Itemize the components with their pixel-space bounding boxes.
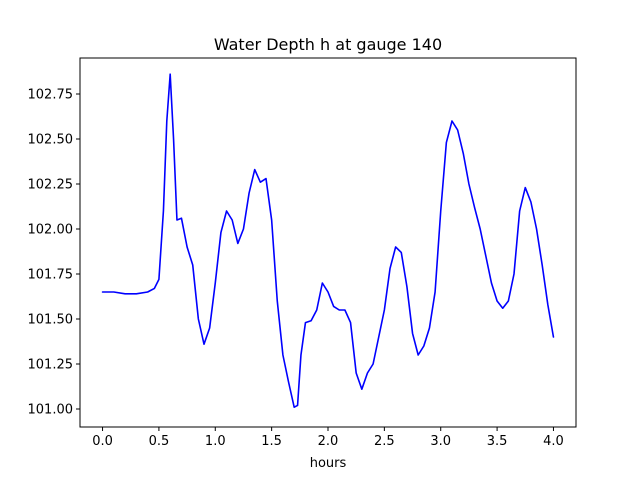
plot-area: 0.0 0.5 1.0 1.5 2.0 2.5 3.0 3.5 4.0 101.00 101.25 1… (28, 57, 577, 449)
y-tick-label: 102.75 (28, 88, 74, 103)
x-tick-label: 1.5 (261, 434, 282, 449)
x-tick-label: 3.5 (487, 434, 508, 449)
x-tick-label: 1.0 (205, 434, 226, 449)
x-axis-label: hours (310, 456, 347, 471)
x-tick-label: 4.0 (543, 434, 564, 449)
data-line-series-1 (101, 73, 555, 408)
y-tick-label: 101.00 (28, 403, 74, 418)
chart-title: Water Depth h at gauge 140 (214, 35, 442, 54)
y-tick-label: 101.75 (28, 268, 74, 283)
x-tick-label: 0.5 (149, 434, 170, 449)
x-tick-label: 2.0 (318, 434, 339, 449)
y-tick-label: 102.50 (28, 133, 74, 148)
x-tick-label: 2.5 (374, 434, 395, 449)
y-tick-label: 101.25 (28, 358, 74, 373)
x-tick-label: 3.0 (430, 434, 451, 449)
y-tick-label: 101.50 (28, 313, 74, 328)
x-tick-label: 0.0 (92, 434, 113, 449)
y-tick-label: 102.00 (28, 223, 74, 238)
y-tick-label: 102.25 (28, 178, 74, 193)
